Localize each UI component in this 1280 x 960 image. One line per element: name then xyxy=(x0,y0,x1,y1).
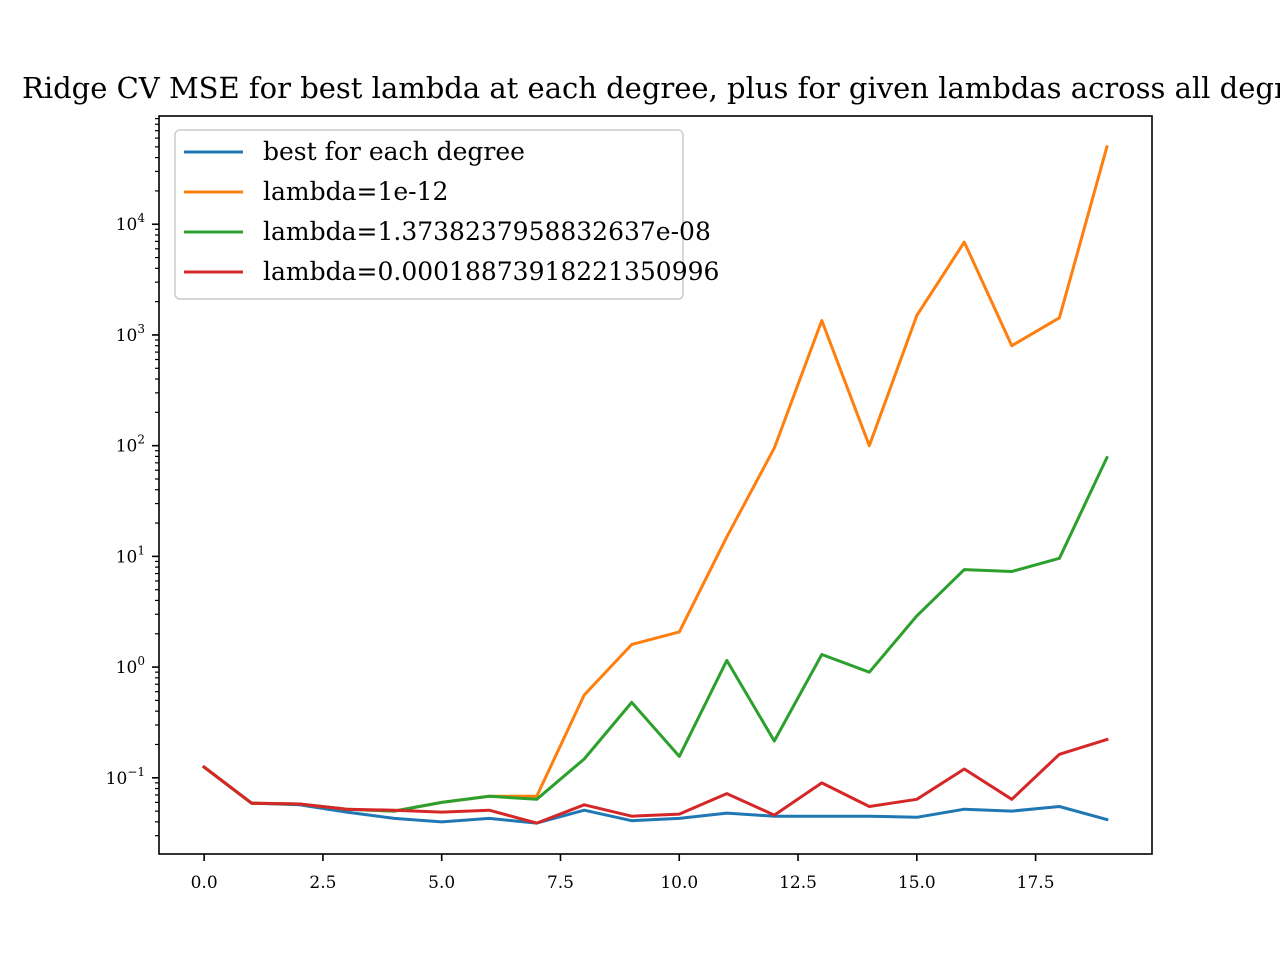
legend-label: lambda=1e-12 xyxy=(263,177,448,206)
y-tick-label: 101 xyxy=(116,543,145,567)
x-tick-label: 17.5 xyxy=(1017,873,1055,893)
x-tick-label: 7.5 xyxy=(547,873,574,893)
x-tick-label: 5.0 xyxy=(428,873,455,893)
plot-frame xyxy=(158,115,1153,855)
y-tick-label: 100 xyxy=(116,654,145,678)
legend-label: lambda=0.00018873918221350996 xyxy=(263,257,719,286)
chart-title: Ridge CV MSE for best lambda at each deg… xyxy=(22,71,1280,105)
legend-label: best for each degree xyxy=(263,137,525,166)
x-tick-label: 15.0 xyxy=(898,873,936,893)
legend-box xyxy=(174,129,684,300)
legend-label: lambda=1.3738237958832637e-08 xyxy=(263,217,711,246)
x-tick-label: 2.5 xyxy=(309,873,336,893)
y-axis: 10−1 100 101 102 103 104 xyxy=(106,117,159,837)
y-tick-label: 103 xyxy=(116,322,145,346)
legend: best for each degree lambda=1e-12 lambda=1… xyxy=(174,129,719,300)
series-line-3 xyxy=(201,737,1109,825)
x-axis: 0.0 2.5 5.0 7.5 10.0 12.5 15.0 17.5 xyxy=(191,854,1055,893)
y-tick-label: 10−1 xyxy=(106,765,145,789)
x-tick-label: 12.5 xyxy=(779,873,817,893)
plot-lines xyxy=(201,145,1109,825)
series-line-0 xyxy=(201,764,1109,825)
y-tick-label: 102 xyxy=(116,433,145,457)
x-tick-label: 10.0 xyxy=(660,873,698,893)
x-tick-label: 0.0 xyxy=(191,873,218,893)
y-tick-label: 104 xyxy=(116,211,146,235)
